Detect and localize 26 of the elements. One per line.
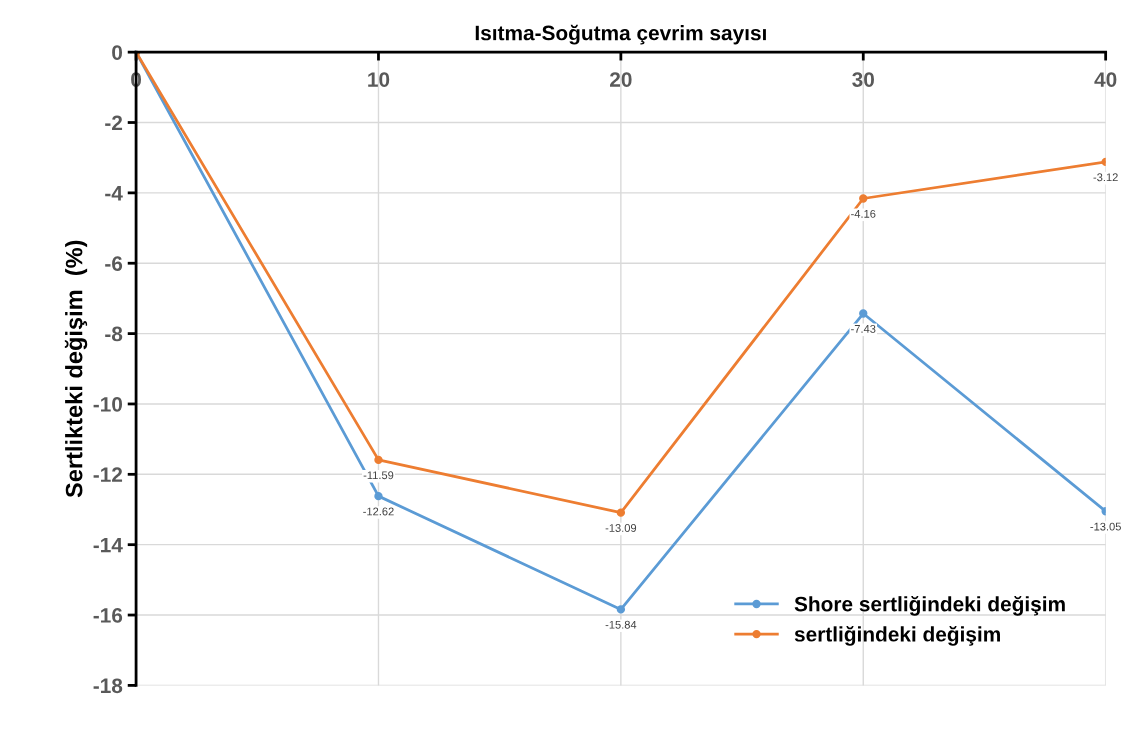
x-tick-label: 40: [1094, 72, 1117, 87]
legend-label: Shore sertliğindeki değişim: [794, 595, 1065, 616]
y-tick-label: -18: [93, 678, 123, 694]
data-label: -11.59: [363, 471, 394, 480]
x-tick-label: 30: [852, 72, 874, 87]
y-tick-label: -10: [93, 396, 123, 412]
data-label: -12.62: [363, 507, 394, 516]
y-axis-title: Sertlikteki değişim (%): [64, 240, 88, 498]
y-tick-label: -8: [105, 326, 123, 342]
data-label: -15.84: [605, 620, 637, 629]
data-label: -3.12: [1093, 173, 1118, 182]
x-tick-label: 10: [368, 72, 390, 87]
y-tick-label: -16: [93, 608, 123, 623]
y-tick-label: 0: [112, 45, 123, 60]
data-label: -7.43: [851, 324, 876, 333]
y-tick-label: -2: [105, 115, 123, 131]
x-tick-label: 20: [610, 72, 632, 87]
legend-label: sertliğindeki değişim: [794, 626, 1000, 646]
data-label: -13.05: [1090, 522, 1121, 531]
y-tick-label: -14: [93, 537, 123, 553]
x-axis-title: Isıtma-Soğutma çevrim sayısı: [475, 24, 766, 45]
data-label: -13.09: [605, 524, 637, 532]
data-label: -4.16: [851, 209, 876, 218]
y-tick-label: -12: [93, 467, 123, 482]
y-tick-label: -4: [105, 186, 123, 201]
y-tick-label: -6: [105, 256, 123, 271]
